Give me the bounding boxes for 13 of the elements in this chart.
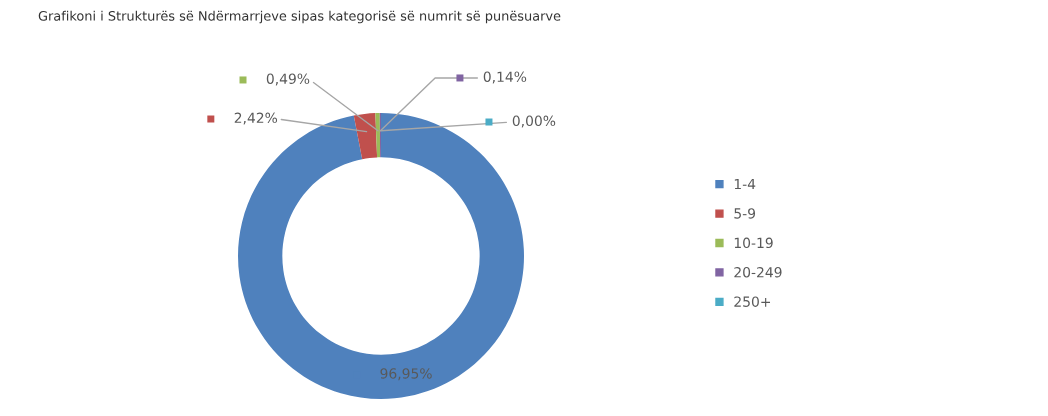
legend-label: 1-4 xyxy=(734,178,756,190)
legend-label: 20-249 xyxy=(734,266,782,278)
data-label: 96,95% xyxy=(380,368,432,381)
data-label: 0,14% xyxy=(483,71,527,84)
data-label: 0,49% xyxy=(266,73,310,86)
data-label: 2,42% xyxy=(234,112,278,125)
chart-title: Grafikoni i Strukturës së Ndërmarrjeve sipas kategorisë së numrit së punësuarve xyxy=(38,10,561,24)
legend-label: 5-9 xyxy=(734,208,756,219)
text: 0,00% xyxy=(512,115,556,128)
legend-label: 10-19 xyxy=(734,237,773,249)
legend-label: 250+ xyxy=(734,296,771,307)
donut-slice xyxy=(375,113,381,158)
donut-slice xyxy=(353,113,378,160)
